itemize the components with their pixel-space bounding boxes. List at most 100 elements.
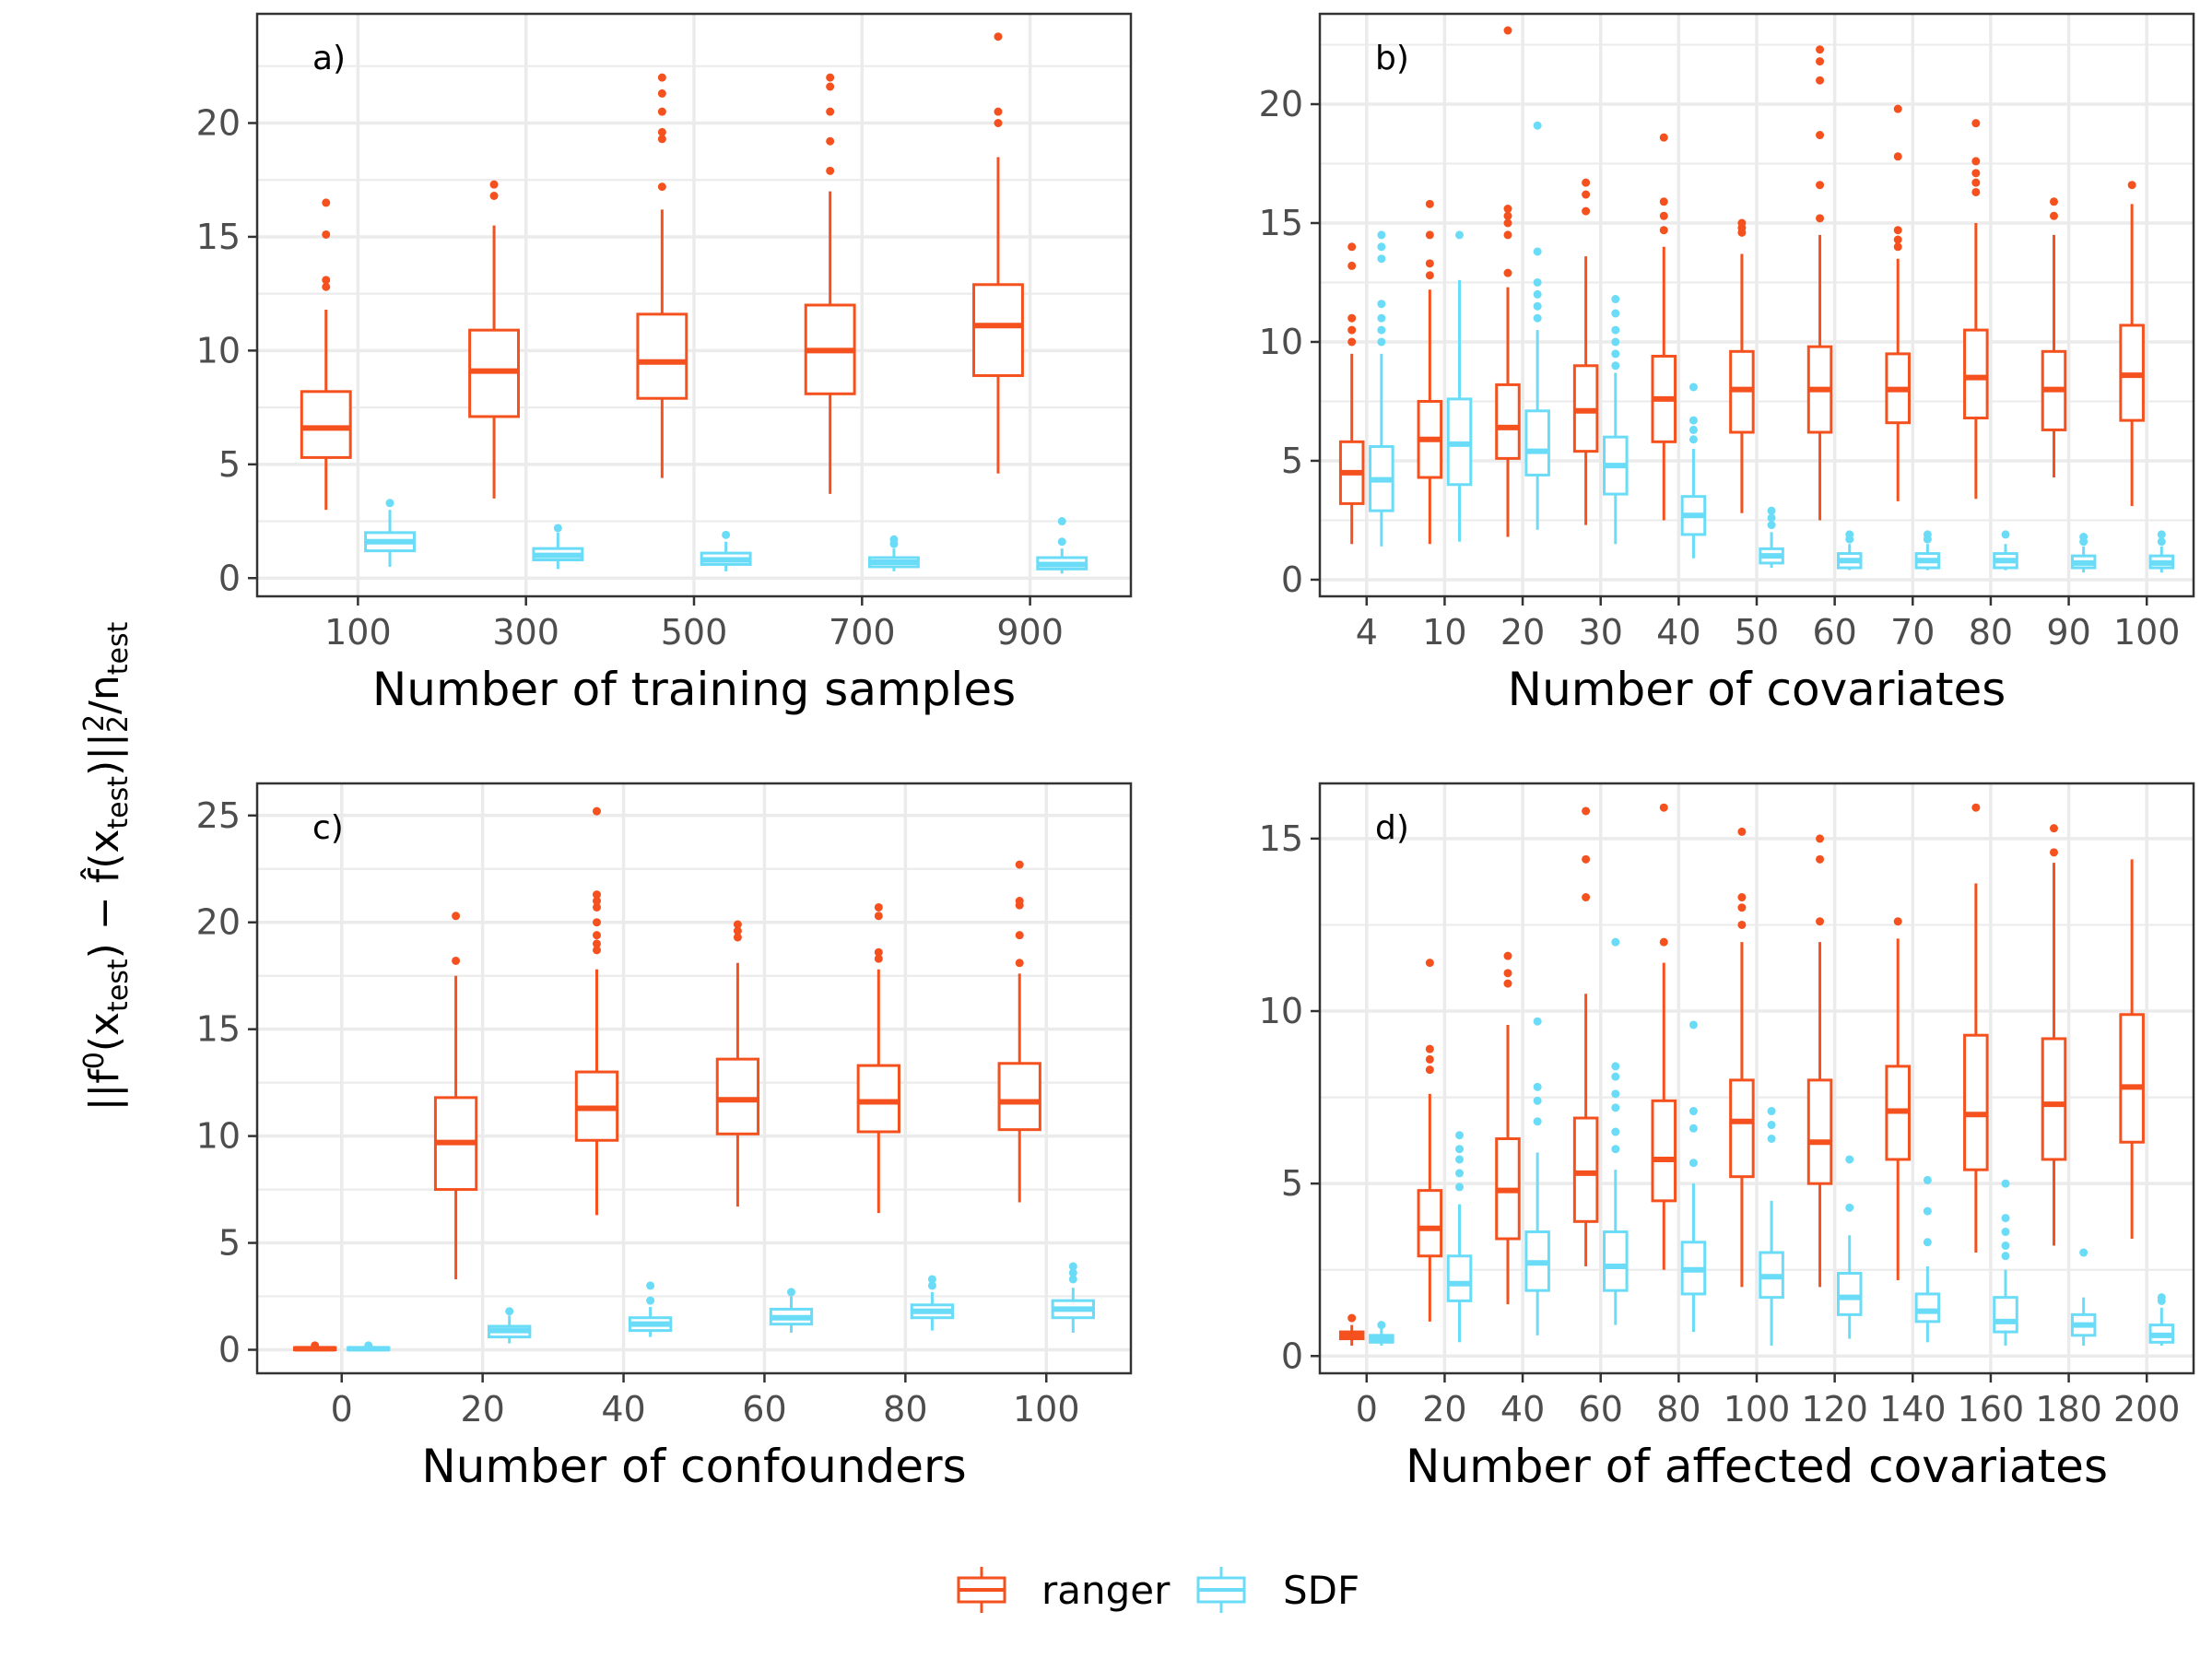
outlier-point (1455, 230, 1465, 240)
x-tick-label: 120 (1801, 1389, 1868, 1430)
outlier-point (1533, 1096, 1542, 1105)
outlier-point (1503, 26, 1512, 35)
box-ranger-40 (1495, 951, 1521, 1305)
box-ranger-0 (293, 1341, 337, 1352)
outlier-point (322, 276, 331, 285)
outlier-point (1816, 854, 1825, 864)
outlier-point (1659, 803, 1668, 812)
outlier-point (1455, 1131, 1465, 1140)
outlier-point (927, 1275, 936, 1284)
outlier-point (1425, 259, 1434, 268)
outlier-point (1971, 119, 1981, 128)
x-axis-title: Number of confounders (421, 1440, 966, 1493)
box-ranger-100 (1729, 827, 1755, 1288)
box-sdf-500 (700, 530, 752, 571)
outlier-point (1737, 893, 1747, 902)
outlier-point (1971, 169, 1981, 178)
outlier-point (874, 912, 883, 921)
box-ranger-100 (997, 860, 1041, 1203)
outlier-point (1533, 1082, 1542, 1091)
box-ranger-40 (574, 806, 619, 1216)
outlier-point (592, 897, 601, 906)
box-sdf-700 (868, 535, 920, 571)
outlier-point (1425, 959, 1434, 968)
y-tick-label: 15 (196, 1009, 241, 1050)
box-sdf-100 (2148, 530, 2175, 573)
outlier-point (646, 1296, 655, 1305)
box-ranger-90 (2041, 197, 2067, 478)
outlier-point (1688, 425, 1698, 434)
outlier-point (657, 127, 666, 136)
box-sdf-50 (1759, 506, 1784, 569)
outlier-point (2079, 1248, 2088, 1257)
outlier-point (1582, 178, 1591, 187)
x-tick-label: 60 (742, 1389, 786, 1430)
box-ranger-60 (1806, 45, 1833, 521)
x-tick-label: 500 (661, 612, 728, 653)
box-sdf-20 (1446, 1131, 1473, 1343)
x-axis-title: Number of training samples (372, 663, 1016, 716)
y-tick-label: 25 (196, 795, 241, 836)
outlier-point (1659, 226, 1668, 235)
box-ranger-500 (636, 73, 688, 478)
outlier-point (1377, 230, 1386, 240)
outlier-point (1057, 537, 1066, 547)
y-tick-label: 0 (218, 558, 241, 598)
outlier-point (1503, 230, 1512, 240)
outlier-point (1533, 121, 1542, 130)
box-ranger-0 (1338, 1313, 1365, 1347)
box-sdf-40 (628, 1281, 673, 1337)
box-ranger-20 (1417, 959, 1443, 1322)
x-tick-label: 60 (1579, 1389, 1623, 1430)
outlier-point (1425, 1054, 1434, 1064)
outlier-point (1611, 1127, 1620, 1136)
outlier-point (2049, 211, 2058, 220)
box-ranger-60 (1572, 806, 1599, 1266)
outlier-point (1688, 1124, 1698, 1133)
outlier-point (1377, 254, 1386, 264)
outlier-point (2157, 537, 2166, 547)
outlier-point (1737, 827, 1747, 836)
y-tick-label: 10 (1259, 322, 1303, 362)
box-iqr (1417, 1189, 1443, 1258)
outlier-point (787, 1288, 796, 1297)
box-sdf-20 (1524, 121, 1550, 530)
outlier-point (1737, 920, 1747, 929)
outlier-point (826, 73, 835, 82)
outlier-point (1659, 197, 1668, 206)
outlier-point (1659, 937, 1668, 947)
outlier-point (1688, 382, 1698, 392)
outlier-point (592, 939, 601, 948)
box-sdf-100 (364, 499, 416, 567)
outlier-point (1533, 247, 1542, 256)
outlier-point (1503, 211, 1512, 220)
panel-tag: b) (1375, 40, 1409, 77)
outlier-point (1611, 1072, 1620, 1081)
outlier-point (592, 946, 601, 955)
x-tick-label: 70 (1890, 612, 1935, 653)
box-iqr (1651, 1099, 1677, 1203)
outlier-point (1611, 1145, 1620, 1154)
box-ranger-120 (1806, 834, 1833, 1288)
box-sdf-90 (2070, 533, 2097, 573)
x-tick-label: 80 (1656, 1389, 1700, 1430)
box-iqr (856, 1064, 900, 1134)
outlier-point (657, 73, 666, 82)
outlier-point (1377, 300, 1386, 309)
outlier-point (1816, 917, 1825, 926)
outlier-point (1767, 1107, 1776, 1116)
panel-c: 0 5 10 15 20 25 0 20 40 60 80 100 Number of confound… (196, 782, 1133, 1493)
y-tick-label: 20 (196, 103, 241, 144)
outlier-point (489, 180, 499, 189)
x-tick-label: 90 (2046, 612, 2090, 653)
box-ranger-100 (2119, 181, 2145, 506)
outlier-point (1068, 1262, 1077, 1271)
outlier-point (1688, 435, 1698, 444)
x-axis-title: Number of covariates (1508, 663, 2006, 716)
x-tick-label: 100 (2113, 612, 2181, 653)
outlier-point (826, 136, 835, 146)
box-iqr (715, 1057, 760, 1135)
outlier-point (733, 933, 742, 942)
outlier-point (826, 82, 835, 91)
